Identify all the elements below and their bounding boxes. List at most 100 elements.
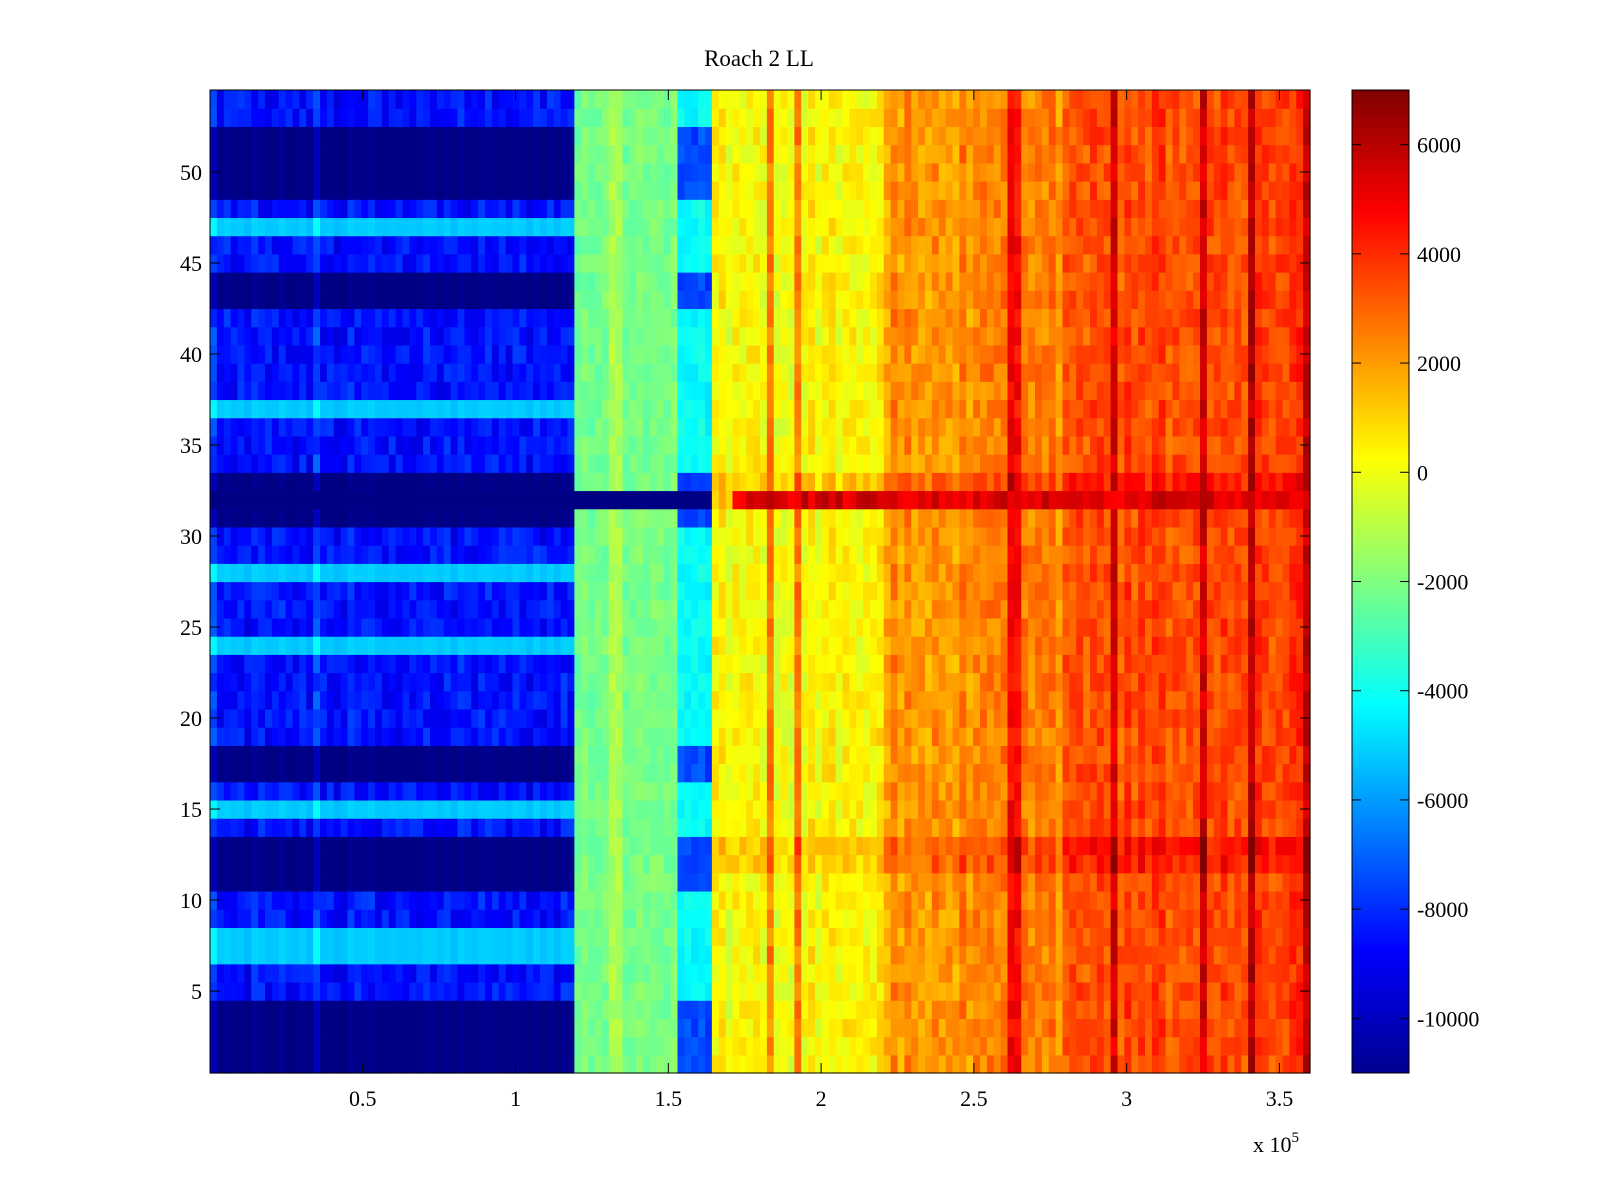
heatmap-cell xyxy=(753,945,761,965)
heatmap-cell xyxy=(656,909,665,928)
heatmap-cell xyxy=(856,545,864,564)
heatmap-cell xyxy=(581,563,589,583)
heatmap-cell xyxy=(1021,781,1029,801)
heatmap-cell xyxy=(567,781,575,801)
heatmap-cell xyxy=(1282,563,1290,583)
heatmap-cell xyxy=(973,1018,981,1038)
heatmap-cell xyxy=(1090,799,1098,819)
heatmap-cell xyxy=(986,890,995,910)
heatmap-cell xyxy=(918,872,926,892)
heatmap-cell xyxy=(299,854,307,874)
heatmap-cell xyxy=(553,836,562,856)
heatmap-cell xyxy=(1145,1018,1153,1038)
heatmap-cell xyxy=(478,508,486,528)
heatmap-cell xyxy=(1255,508,1263,528)
heatmap-cell xyxy=(216,599,225,619)
heatmap-cell xyxy=(636,599,644,619)
heatmap-cell xyxy=(1213,636,1222,655)
heatmap-cell xyxy=(216,909,225,928)
heatmap-cell xyxy=(1158,1036,1167,1056)
heatmap-cell xyxy=(718,981,727,1001)
heatmap-cell xyxy=(326,563,335,583)
heatmap-cell xyxy=(883,1054,892,1074)
heatmap-cell xyxy=(567,818,575,837)
heatmap-cell xyxy=(1303,563,1311,583)
heatmap-cell xyxy=(381,781,390,801)
heatmap-cell xyxy=(1241,727,1249,746)
heatmap-cell xyxy=(1021,890,1029,910)
heatmap-cell xyxy=(464,599,472,619)
heatmap-cell xyxy=(1055,636,1064,655)
heatmap-cell xyxy=(766,927,775,947)
heatmap-cell xyxy=(870,872,878,892)
heatmap-cell xyxy=(581,963,589,983)
heatmap-cell xyxy=(636,745,644,765)
heatmap-cell xyxy=(1261,872,1270,892)
heatmap-cell xyxy=(945,1000,954,1019)
heatmap-cell xyxy=(285,727,294,746)
heatmap-cell xyxy=(986,672,995,692)
heatmap-cell xyxy=(615,563,624,583)
heatmap-cell xyxy=(622,672,630,692)
heatmap-cell xyxy=(533,836,541,856)
heatmap-cell xyxy=(1255,763,1263,783)
heatmap-cell xyxy=(677,818,685,837)
heatmap-cell xyxy=(1206,672,1215,692)
heatmap-cell xyxy=(780,1000,789,1019)
heatmap-cell xyxy=(1241,781,1249,801)
heatmap-cell xyxy=(980,672,988,692)
heatmap-cell xyxy=(223,890,232,910)
heatmap-cell xyxy=(588,727,596,746)
heatmap-cell xyxy=(1096,890,1105,910)
heatmap-cell xyxy=(821,745,830,765)
heatmap-cell xyxy=(595,854,603,874)
heatmap-cell xyxy=(904,727,912,746)
heatmap-cell xyxy=(1076,690,1084,710)
heatmap-cell xyxy=(952,854,960,874)
heatmap-cell xyxy=(237,526,245,546)
heatmap-cell xyxy=(1206,909,1215,928)
heatmap-cell xyxy=(821,545,830,564)
heatmap-cell xyxy=(821,763,830,783)
heatmap-cell xyxy=(1103,599,1112,619)
heatmap-cell xyxy=(230,526,239,546)
heatmap-cell xyxy=(478,636,486,655)
heatmap-cell xyxy=(464,1036,472,1056)
heatmap-cell xyxy=(1048,963,1057,983)
heatmap-cell xyxy=(1035,708,1043,728)
heatmap-cell xyxy=(725,799,734,819)
heatmap-cell xyxy=(306,690,314,710)
heatmap-cell xyxy=(842,963,850,983)
heatmap-cell xyxy=(457,708,465,728)
heatmap-cell xyxy=(856,909,864,928)
heatmap-cell xyxy=(1268,890,1277,910)
heatmap-cell xyxy=(519,836,527,856)
heatmap-cell xyxy=(1069,872,1077,892)
heatmap-cell xyxy=(650,763,658,783)
heatmap-cell xyxy=(1241,927,1249,947)
heatmap-cell xyxy=(1069,563,1077,583)
heatmap-cell xyxy=(677,781,685,801)
heatmap-cell xyxy=(670,909,679,928)
heatmap-cell xyxy=(986,963,995,983)
heatmap-cell xyxy=(368,708,376,728)
heatmap-cell xyxy=(1241,890,1249,910)
heatmap-cell xyxy=(244,836,252,856)
heatmap-cell xyxy=(1014,508,1022,528)
heatmap-cell xyxy=(643,617,651,637)
heatmap-cell xyxy=(911,1054,919,1074)
heatmap-cell xyxy=(402,1036,410,1056)
heatmap-cell xyxy=(1193,781,1201,801)
heatmap-cell xyxy=(1165,508,1174,528)
heatmap-cell xyxy=(780,963,789,983)
heatmap-cell xyxy=(808,690,816,710)
heatmap-cell xyxy=(1275,654,1284,674)
heatmap-cell xyxy=(993,617,1002,637)
heatmap-cell xyxy=(258,545,266,564)
heatmap-cell xyxy=(498,654,507,674)
heatmap-cell xyxy=(636,581,644,601)
heatmap-cell xyxy=(725,927,734,947)
heatmap-cell xyxy=(815,563,823,583)
heatmap-cell xyxy=(787,872,795,892)
